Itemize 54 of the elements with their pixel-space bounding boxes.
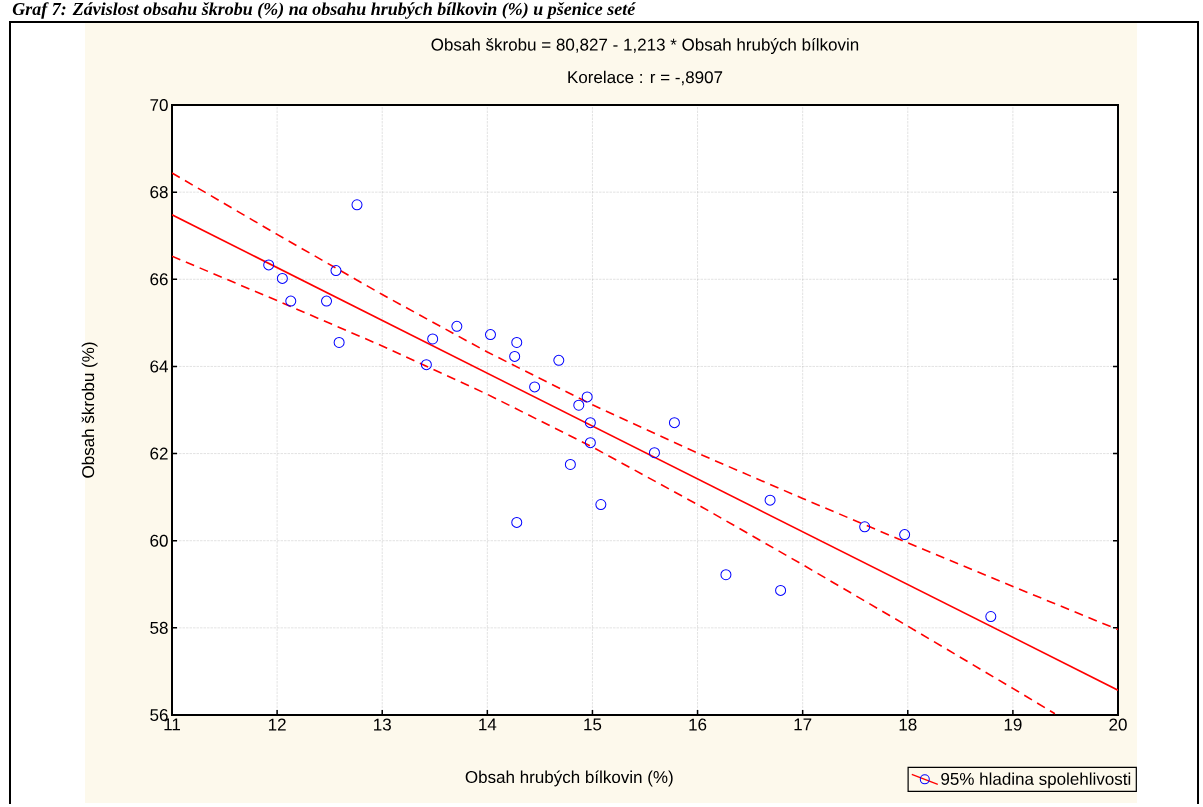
line-series [172,255,1056,715]
point [285,295,297,307]
point [553,354,565,366]
point [668,417,680,429]
y-tick-label: 70 [150,98,168,112]
x-axis-title: Obsah hrubých bílkovin (%) [465,770,673,787]
y-axis-title: Obsah škrobu (%) [81,342,98,478]
point [509,350,521,362]
line-series [172,172,1118,631]
point [484,329,496,341]
y-tick-label: 68 [150,186,168,199]
y-tick-label: 66 [150,273,168,286]
point [451,320,463,332]
x-tick-label: 20 [1109,718,1127,731]
point [584,437,596,449]
point [573,399,585,411]
point [263,259,275,271]
point [529,381,541,393]
legend-label: 95% hladina spolehlivosti [941,772,1131,789]
point [333,336,345,348]
x-tick-label: 12 [268,718,286,731]
point [720,569,732,581]
point [859,521,871,533]
point [427,333,439,345]
x-tick-label: 14 [479,718,497,731]
x-tick-label: 17 [794,718,812,731]
point [511,336,523,348]
text: Korelace : r = -,8907 [568,70,723,86]
x-tick-label: 19 [1004,718,1022,731]
point [595,499,607,511]
point [564,458,576,470]
point [330,265,342,277]
point [276,272,288,284]
y-tick-label: 64 [150,360,168,373]
point [420,359,432,371]
point [648,447,660,459]
x-tick-label: 18 [899,718,917,731]
x-tick-label: 16 [689,718,707,731]
chart-title: Graf 7: Závislost obsahu škrobu (%) na obsahu hrubých bílkovin (%) u pšenice seté [12,2,636,19]
point [584,417,596,429]
point [321,295,333,307]
point [351,199,363,211]
y-tick-label: 62 [150,447,168,460]
chart-subtitle: Obsah škrobu = 80,827 - 1,213 * Obsah hrubých bílkovin [431,37,859,55]
point [581,391,593,403]
point [775,584,787,596]
y-tick-label: 58 [150,621,168,634]
point [899,529,911,541]
point [764,494,776,506]
x-tick-label: 15 [584,718,602,731]
point [985,611,997,623]
y-tick-label: 60 [150,534,168,547]
point [511,516,523,528]
x-tick-label: 13 [374,718,391,731]
